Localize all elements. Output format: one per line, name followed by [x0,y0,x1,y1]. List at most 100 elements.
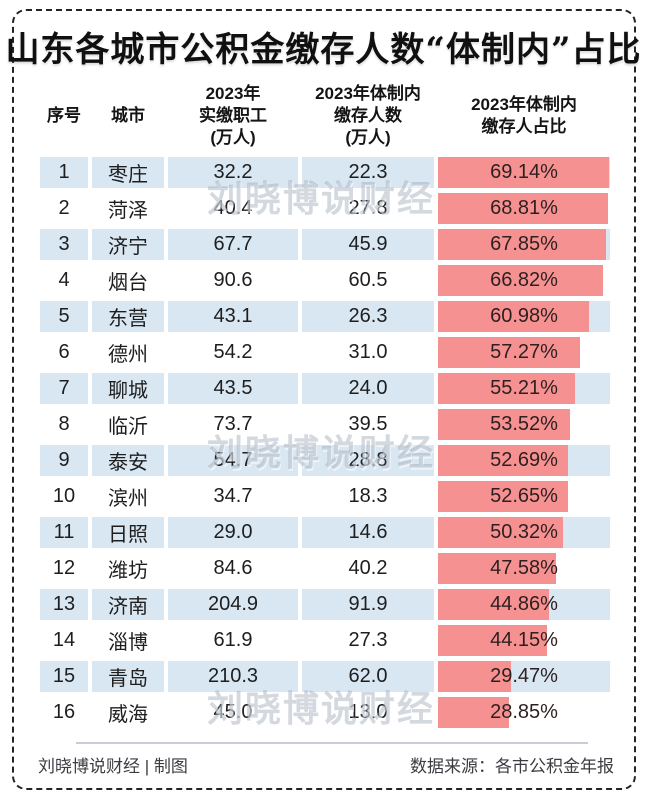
cell-employees: 67.7 [168,229,298,260]
cell-employees: 90.6 [213,269,253,291]
table-row: 9 泰安 54.7 28.8 52.69% [40,445,610,476]
pct-label: 55.21% [490,377,558,399]
cell-rank: 2 [58,197,70,219]
table-row: 10 滨州 34.7 18.3 52.65% [40,481,610,512]
table-row: 11 日照 29.0 14.6 50.32% [40,517,610,548]
table-row: 6 德州 54.2 31.0 57.27% [40,337,610,368]
cell-in-system: 26.3 [302,301,434,332]
pct-bar [438,553,556,584]
pct-label: 44.15% [490,629,558,651]
cell-city: 枣庄 [92,157,164,188]
cell-pct: 50.32% [438,517,610,548]
table-row: 16 威海 45.0 13.0 28.85% [40,697,610,728]
cell-employees: 54.2 [213,341,253,363]
table-row: 12 潍坊 84.6 40.2 47.58% [40,553,610,584]
cell-pct: 55.21% [438,373,610,404]
cell-city: 潍坊 [108,560,148,582]
cell-in-system: 13.0 [348,701,388,723]
cell-in-system: 22.3 [302,157,434,188]
cell-city: 德州 [108,344,148,366]
table-row: 14 淄博 61.9 27.3 44.15% [40,625,610,656]
table-row: 7 聊城 43.5 24.0 55.21% [40,373,610,404]
cell-rank: 7 [40,373,88,404]
pct-label: 68.81% [490,197,558,219]
table-row: 2 菏泽 40.4 27.8 68.81% [40,193,610,224]
footer-credit: 刘晓博说财经 | 制图 [38,757,188,776]
table-row: 5 东营 43.1 26.3 60.98% [40,301,610,332]
pct-bar [438,409,571,440]
cell-rank: 5 [40,301,88,332]
cell-in-system: 14.6 [302,517,434,548]
cell-in-system: 18.3 [348,485,388,507]
cell-employees: 43.1 [168,301,298,332]
cell-pct: 57.27% [438,337,610,368]
cell-pct: 60.98% [438,301,610,332]
cell-rank: 9 [40,445,88,476]
pct-label: 28.85% [490,701,558,723]
cell-city: 泰安 [92,445,164,476]
cell-city: 淄博 [108,632,148,654]
cell-in-system: 62.0 [302,661,434,692]
pct-label: 29.47% [490,665,558,687]
table-row: 13 济南 204.9 91.9 44.86% [40,589,610,620]
cell-in-system: 31.0 [348,341,388,363]
cell-pct: 52.69% [438,445,610,476]
table-row: 8 临沂 73.7 39.5 53.52% [40,409,610,440]
pct-bar [438,589,550,620]
cell-in-system: 39.5 [348,413,388,435]
cell-employees: 43.5 [168,373,298,404]
cell-in-system: 27.8 [348,197,388,219]
cell-rank: 6 [58,341,70,363]
column-header-city: 城市 [111,105,145,125]
cell-pct: 44.86% [438,589,610,620]
cell-in-system: 40.2 [348,557,388,579]
cell-employees: 84.6 [213,557,253,579]
cell-pct: 28.85% [438,697,610,728]
cell-employees: 54.7 [168,445,298,476]
table-header: 序号 城市 2023年 实缴职工 (万人) 2023年体制内 缴存人数 (万人)… [40,80,610,152]
table-row: 3 济宁 67.7 45.9 67.85% [40,229,610,260]
cell-in-system: 28.8 [302,445,434,476]
data-table: 序号 城市 2023年 实缴职工 (万人) 2023年体制内 缴存人数 (万人)… [40,80,610,728]
cell-in-system: 27.3 [348,629,388,651]
footer-source: 数据来源：各市公积金年报 [410,757,614,776]
pct-bar [438,265,604,296]
cell-employees: 61.9 [213,629,253,651]
pct-bar [438,337,580,368]
pct-label: 67.85% [490,233,558,255]
cell-pct: 52.65% [438,481,610,512]
cell-rank: 11 [40,517,88,548]
cell-pct: 69.14% [438,157,610,188]
cell-city: 滨州 [108,488,148,510]
footer-divider [76,742,588,744]
pct-bar [438,517,563,548]
pct-label: 60.98% [490,305,558,327]
column-header-in-system: 2023年体制内 缴存人数 (万人) [315,83,421,148]
pct-bar [438,625,548,656]
column-header-employees: 2023年 实缴职工 (万人) [199,83,267,148]
cell-employees: 45.0 [213,701,253,723]
cell-pct: 67.85% [438,229,610,260]
pct-label: 53.52% [490,413,558,435]
table-row: 15 青岛 210.3 62.0 29.47% [40,661,610,692]
cell-pct: 53.52% [438,409,610,440]
cell-city: 日照 [92,517,164,548]
cell-city: 济宁 [92,229,164,260]
cell-employees: 210.3 [168,661,298,692]
cell-employees: 204.9 [168,589,298,620]
page-title: 山东各城市公积金缴存人数“体制内”占比 [5,30,642,70]
cell-employees: 32.2 [168,157,298,188]
pct-label: 47.58% [490,557,558,579]
pct-bar [438,697,510,728]
cell-city: 聊城 [92,373,164,404]
pct-label: 52.65% [490,485,558,507]
cell-city: 东营 [92,301,164,332]
cell-rank: 12 [52,557,76,579]
table-row: 1 枣庄 32.2 22.3 69.14% [40,157,610,188]
cell-city: 济南 [92,589,164,620]
pct-label: 69.14% [490,161,558,183]
cell-rank: 4 [58,269,70,291]
cell-employees: 29.0 [168,517,298,548]
cell-city: 临沂 [108,416,148,438]
pct-label: 52.69% [490,449,558,471]
